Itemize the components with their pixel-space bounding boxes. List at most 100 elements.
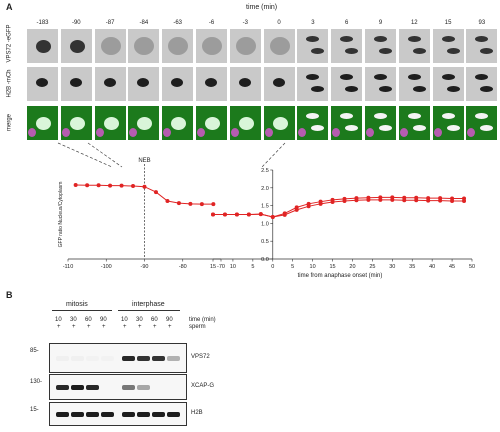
right-x-tick-label: 50	[469, 264, 475, 270]
right-x-axis-label: time from anaphase onset (min)	[298, 273, 383, 279]
group-label-mitosis: mitosis	[66, 301, 88, 308]
left-y-axis-label: GFP ratio Nucleus/Cytoplasm	[58, 182, 64, 248]
blot-band	[122, 411, 135, 417]
gfp-tile	[466, 29, 498, 63]
left-data-point	[176, 201, 181, 206]
magenta-spot	[197, 128, 205, 137]
nucleus-blob	[306, 113, 320, 119]
left-data-point	[119, 183, 124, 188]
gfp-tile	[432, 29, 464, 63]
right-series-line	[213, 199, 465, 218]
group-label-interphase: interphase	[132, 301, 165, 308]
nucleus-blob	[171, 78, 184, 87]
gfp-tile	[263, 29, 295, 63]
nucleus-blob	[379, 48, 392, 54]
blot-band	[122, 384, 135, 390]
right-data-point	[462, 198, 467, 203]
timepoint-label: -84	[139, 20, 149, 26]
merge-tile	[229, 106, 261, 140]
h2b-tile	[60, 67, 92, 101]
right-data-point	[306, 204, 311, 209]
guide-line-left-2	[87, 142, 123, 168]
timepoint-label: -183	[36, 20, 49, 26]
lane-sperm-mark: +	[102, 324, 106, 330]
merge-tile	[331, 106, 363, 140]
magenta-spot	[28, 128, 36, 137]
right-y-tick-label: 1.0	[261, 221, 269, 227]
blot-protein-label: H2B	[191, 410, 203, 416]
nucleus-blob	[69, 40, 85, 53]
lane-time-label: 30	[70, 317, 77, 323]
gfp-tile	[162, 29, 194, 63]
left-data-point	[188, 201, 193, 206]
right-data-point	[258, 212, 263, 217]
molecular-weight-marker: 130-	[30, 379, 43, 385]
nucleus-blob	[69, 78, 82, 87]
left-x-tick-label: -70	[217, 264, 225, 270]
nucleus-blob	[441, 74, 455, 80]
nucleus-blob	[475, 74, 489, 80]
timepoint-label: 3	[311, 20, 315, 26]
nucleus-blob	[134, 37, 155, 55]
h2b-tile	[229, 67, 261, 101]
magenta-spot	[298, 128, 307, 137]
right-data-point	[294, 207, 299, 212]
panel-a-letter: A	[6, 2, 13, 12]
timepoint-label: -63	[173, 20, 183, 26]
merge-tile	[162, 106, 194, 140]
nucleus-blob	[340, 113, 354, 119]
right-data-point	[282, 212, 287, 217]
blot-band	[137, 384, 150, 390]
lane-sperm-mark: +	[57, 324, 61, 330]
blot-band	[101, 356, 114, 361]
magenta-spot	[163, 128, 172, 137]
nucleus-blob	[272, 78, 285, 87]
gfp-tile	[331, 29, 363, 63]
nucleus-blob	[345, 86, 359, 92]
neb-annotation: NEB	[138, 158, 150, 164]
nucleus-blob	[446, 48, 460, 54]
timepoint-label: 0	[277, 20, 281, 26]
blot-band	[56, 411, 69, 417]
magenta-spot	[433, 128, 442, 137]
blot-band	[56, 384, 69, 390]
nucleus-blob	[103, 117, 119, 130]
row-label-h2b: H2B -mCh	[6, 69, 13, 98]
blot-xcap-g	[49, 374, 187, 400]
right-data-point	[390, 197, 395, 202]
left-data-point	[165, 198, 170, 203]
h2b-tile	[297, 67, 329, 101]
nucleus-blob	[374, 74, 387, 80]
timepoint-label: 15	[444, 20, 452, 26]
left-data-point	[73, 182, 78, 187]
left-data-point	[199, 202, 204, 207]
nucleus-blob	[407, 113, 421, 119]
nucleus-blob	[412, 48, 426, 54]
molecular-weight-marker: 85-	[30, 348, 39, 354]
right-y-tick-label: 0.5	[261, 239, 269, 245]
gfp-tile	[365, 29, 396, 63]
right-x-tick-label: 15	[210, 264, 216, 270]
h2b-tile	[27, 67, 58, 101]
merge-tile	[365, 106, 396, 140]
right-data-point	[318, 201, 323, 206]
lane-sperm-mark: +	[72, 324, 76, 330]
right-x-tick-label: 10	[310, 264, 316, 270]
right-y-tick-label: 0.0	[261, 257, 269, 263]
nucleus-blob	[272, 117, 288, 130]
lane-sperm-mark: +	[123, 324, 127, 330]
merge-tile	[466, 106, 498, 140]
h2b-tile	[94, 67, 126, 101]
left-data-point	[108, 183, 113, 188]
timepoint-label: 93	[478, 20, 486, 26]
right-x-tick-label: 15	[329, 264, 335, 270]
right-data-point	[378, 197, 383, 202]
right-data-point	[270, 214, 275, 219]
blot-band	[71, 384, 84, 390]
magenta-spot	[332, 128, 341, 137]
merge-tile	[60, 106, 92, 140]
left-data-point	[131, 184, 136, 189]
lane-time-label: 60	[85, 317, 92, 323]
lane-time-label: 30	[136, 317, 143, 323]
blot-vps72	[49, 343, 187, 373]
